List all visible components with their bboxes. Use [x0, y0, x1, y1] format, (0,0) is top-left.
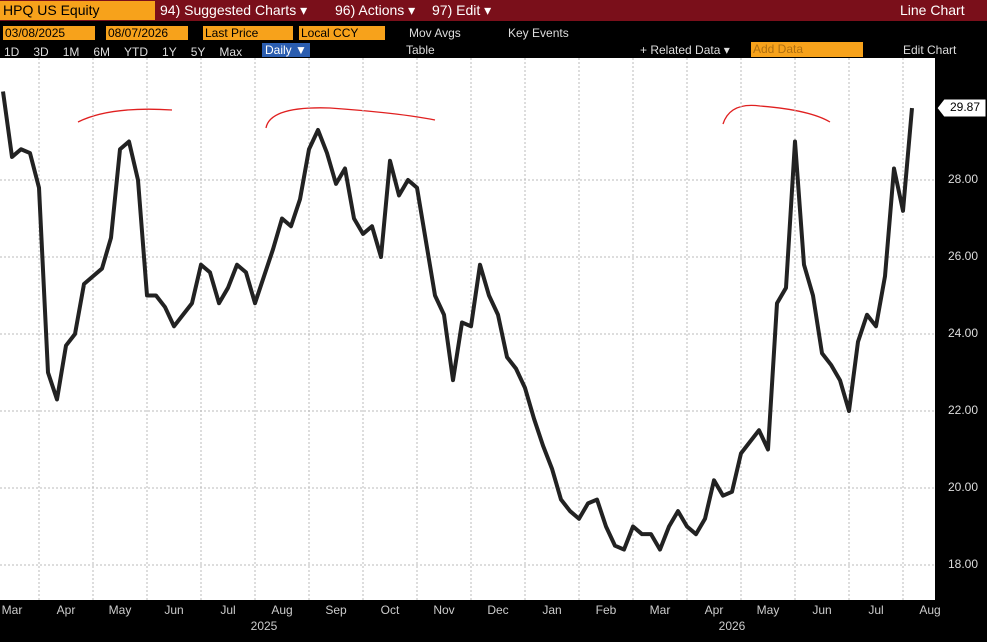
end-date[interactable]: 08/07/2026	[106, 26, 188, 40]
x-tick-label: Feb	[596, 603, 617, 617]
x-tick-label: Jun	[164, 603, 183, 617]
title-bar	[0, 0, 987, 21]
x-tick-label: May	[109, 603, 132, 617]
x-tick-label: Oct	[381, 603, 400, 617]
x-tick-label: Jul	[220, 603, 235, 617]
x-tick-label: Dec	[487, 603, 508, 617]
x-tick-label: Aug	[919, 603, 940, 617]
range-button[interactable]: 6M	[93, 45, 111, 59]
plot-area	[0, 58, 935, 600]
x-tick-label: Jun	[812, 603, 831, 617]
x-tick-label: May	[757, 603, 780, 617]
range-button[interactable]: 1M	[62, 45, 80, 59]
ticker[interactable]: HPQ US Equity	[0, 1, 155, 20]
range-button[interactable]: 5Y	[190, 45, 206, 59]
y-tick-label: 26.00	[948, 249, 978, 263]
mov-avgs[interactable]: Mov Avgs	[409, 26, 461, 40]
annotations	[77, 104, 831, 129]
annotation-arc	[77, 108, 173, 123]
menu[interactable]: 96) Actions ▾	[335, 2, 416, 18]
range-button[interactable]: 1D	[4, 45, 20, 59]
field[interactable]: Last Price	[203, 26, 293, 40]
range-buttons: 1D 3D 1M 6M YTD 1Y 5Y Max	[4, 43, 256, 61]
menu[interactable]: 97) Edit ▾	[432, 2, 492, 18]
y-tick-label: 20.00	[948, 480, 978, 494]
start-date[interactable]: 03/08/2025	[3, 26, 95, 40]
menu[interactable]: 94) Suggested Charts ▾	[160, 2, 308, 18]
y-tick-label: 18.00	[948, 557, 978, 571]
x-tick-label: Jul	[868, 603, 883, 617]
annotation-arc	[722, 104, 831, 125]
year-label: 2025	[251, 619, 278, 633]
x-tick-label: Nov	[433, 603, 454, 617]
frequency[interactable]: Daily ▼	[262, 43, 310, 57]
add-data[interactable]: Add Data	[751, 42, 863, 57]
chart: Mar Apr May Jun Jul Aug Sep Oct Nov Dec Jan Feb Mar A…	[0, 58, 987, 642]
y-tick-label: 28.00	[948, 172, 978, 186]
y-tick-label: 24.00	[948, 326, 978, 340]
last-price-label: 29.87	[950, 100, 980, 114]
view-name[interactable]: Line Chart	[900, 2, 965, 18]
y-tick-label: 22.00	[948, 403, 978, 417]
range-button[interactable]: 1Y	[162, 45, 177, 59]
table-button[interactable]: Table	[406, 43, 435, 57]
key-events[interactable]: Key Events	[508, 26, 569, 40]
x-tick-label: Mar	[2, 603, 23, 617]
x-tick-label: Aug	[271, 603, 292, 617]
currency[interactable]: Local CCY	[299, 26, 385, 40]
price-line	[1, 91, 914, 552]
y-axis-panel	[935, 58, 987, 642]
range-button[interactable]: Max	[219, 45, 243, 59]
x-tick-label: Sep	[325, 603, 347, 617]
related-data[interactable]: + Related Data ▾	[640, 43, 730, 57]
x-tick-label: Jan	[542, 603, 561, 617]
x-tick-label: Apr	[705, 603, 724, 617]
year-label: 2026	[719, 619, 746, 633]
range-button[interactable]: 3D	[33, 45, 49, 59]
x-tick-label: Apr	[57, 603, 76, 617]
edit-chart[interactable]: Edit Chart	[903, 43, 957, 57]
last-price-box	[936, 98, 987, 118]
range-button[interactable]: YTD	[124, 45, 149, 59]
annotation-arc	[265, 107, 436, 129]
x-tick-label: Mar	[650, 603, 671, 617]
